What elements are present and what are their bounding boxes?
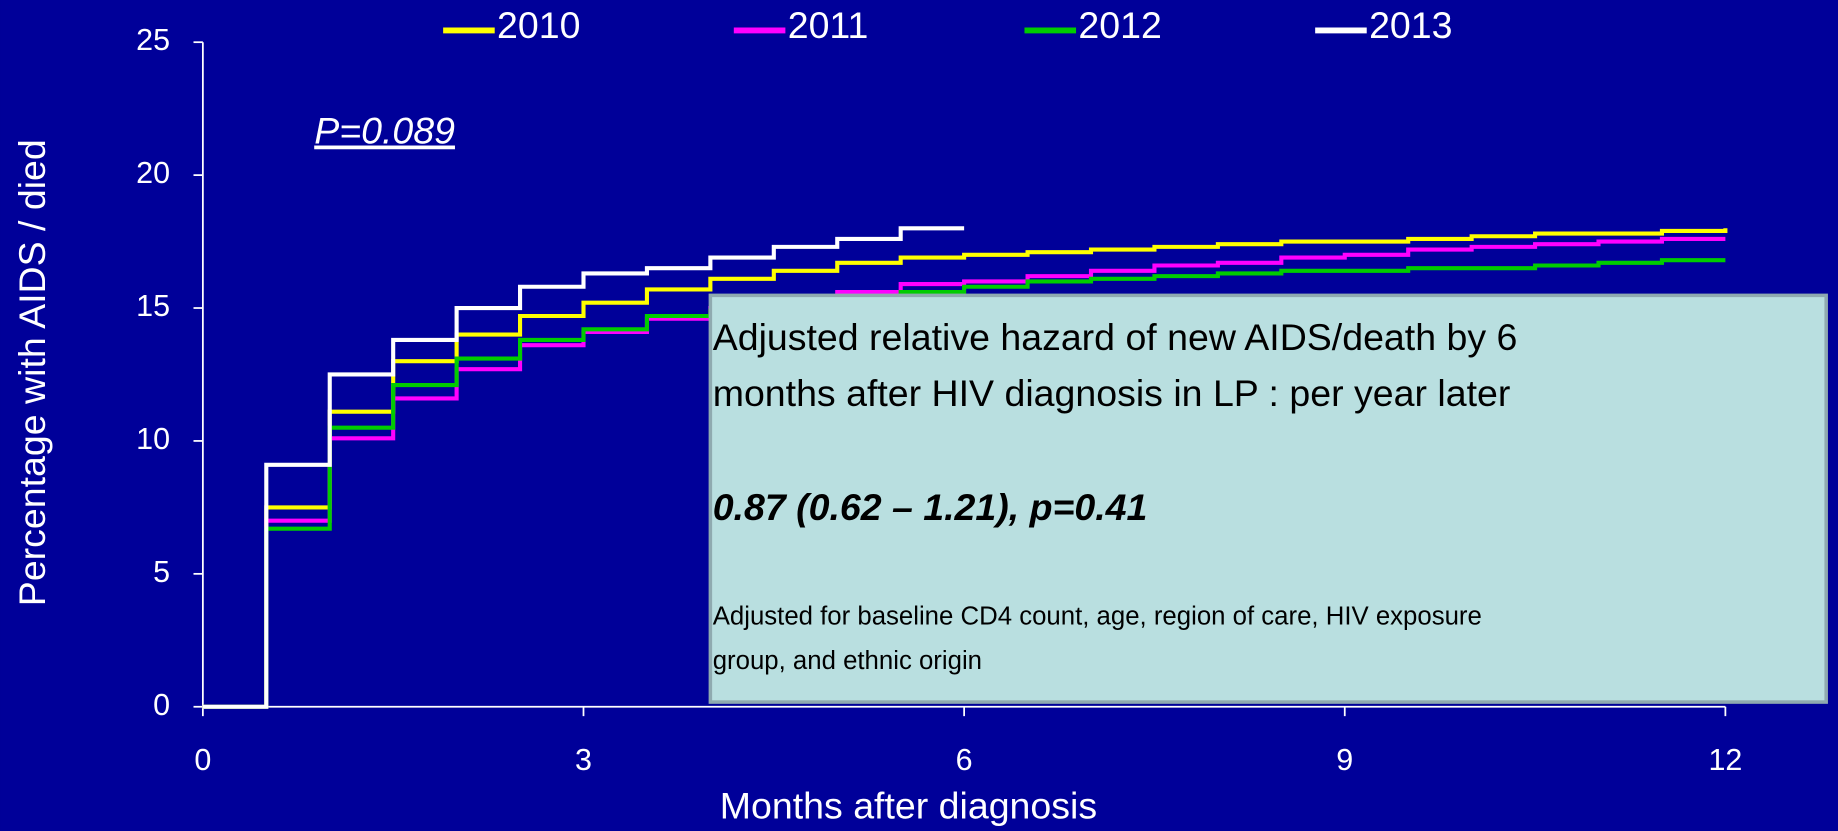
box-note: Adjusted for baseline CD4 count, age, re… (713, 602, 1482, 630)
y-tick-label: 15 (136, 289, 170, 323)
box-text: months after HIV diagnosis in LP : per y… (713, 372, 1511, 414)
legend-label: 2012 (1078, 4, 1161, 46)
y-tick-label: 25 (136, 23, 170, 57)
x-tick-label: 6 (956, 743, 973, 777)
y-tick-label: 20 (136, 156, 170, 190)
legend-label: 2010 (497, 4, 580, 46)
y-axis-label: Percentage with AIDS / died (11, 139, 53, 606)
p-value: P=0.089 (314, 110, 455, 152)
x-tick-label: 9 (1336, 743, 1353, 777)
box-text: Adjusted relative hazard of new AIDS/dea… (713, 316, 1518, 358)
annotation-box (708, 293, 1828, 704)
legend-label: 2011 (788, 4, 869, 46)
y-tick-label: 5 (153, 555, 170, 589)
series-line (202, 258, 1726, 709)
y-tick-label: 0 (153, 688, 170, 722)
box-result: 0.87 (0.62 – 1.21), p=0.41 (713, 486, 1148, 528)
y-tick-label: 10 (136, 422, 170, 456)
x-axis-label: Months after diagnosis (720, 785, 1097, 827)
plot-area: 0 5 10 15 20 25 0 3 6 9 12 2010 2011 2012 2013 (136, 4, 1742, 777)
x-tick-label: 0 (194, 743, 211, 777)
legend-label: 2013 (1369, 4, 1452, 46)
x-tick-label: 12 (1708, 743, 1742, 777)
x-tick-label: 3 (575, 743, 592, 777)
series-line (202, 228, 1728, 709)
series-line (202, 226, 965, 709)
box-note: group, and ethnic origin (713, 647, 982, 675)
